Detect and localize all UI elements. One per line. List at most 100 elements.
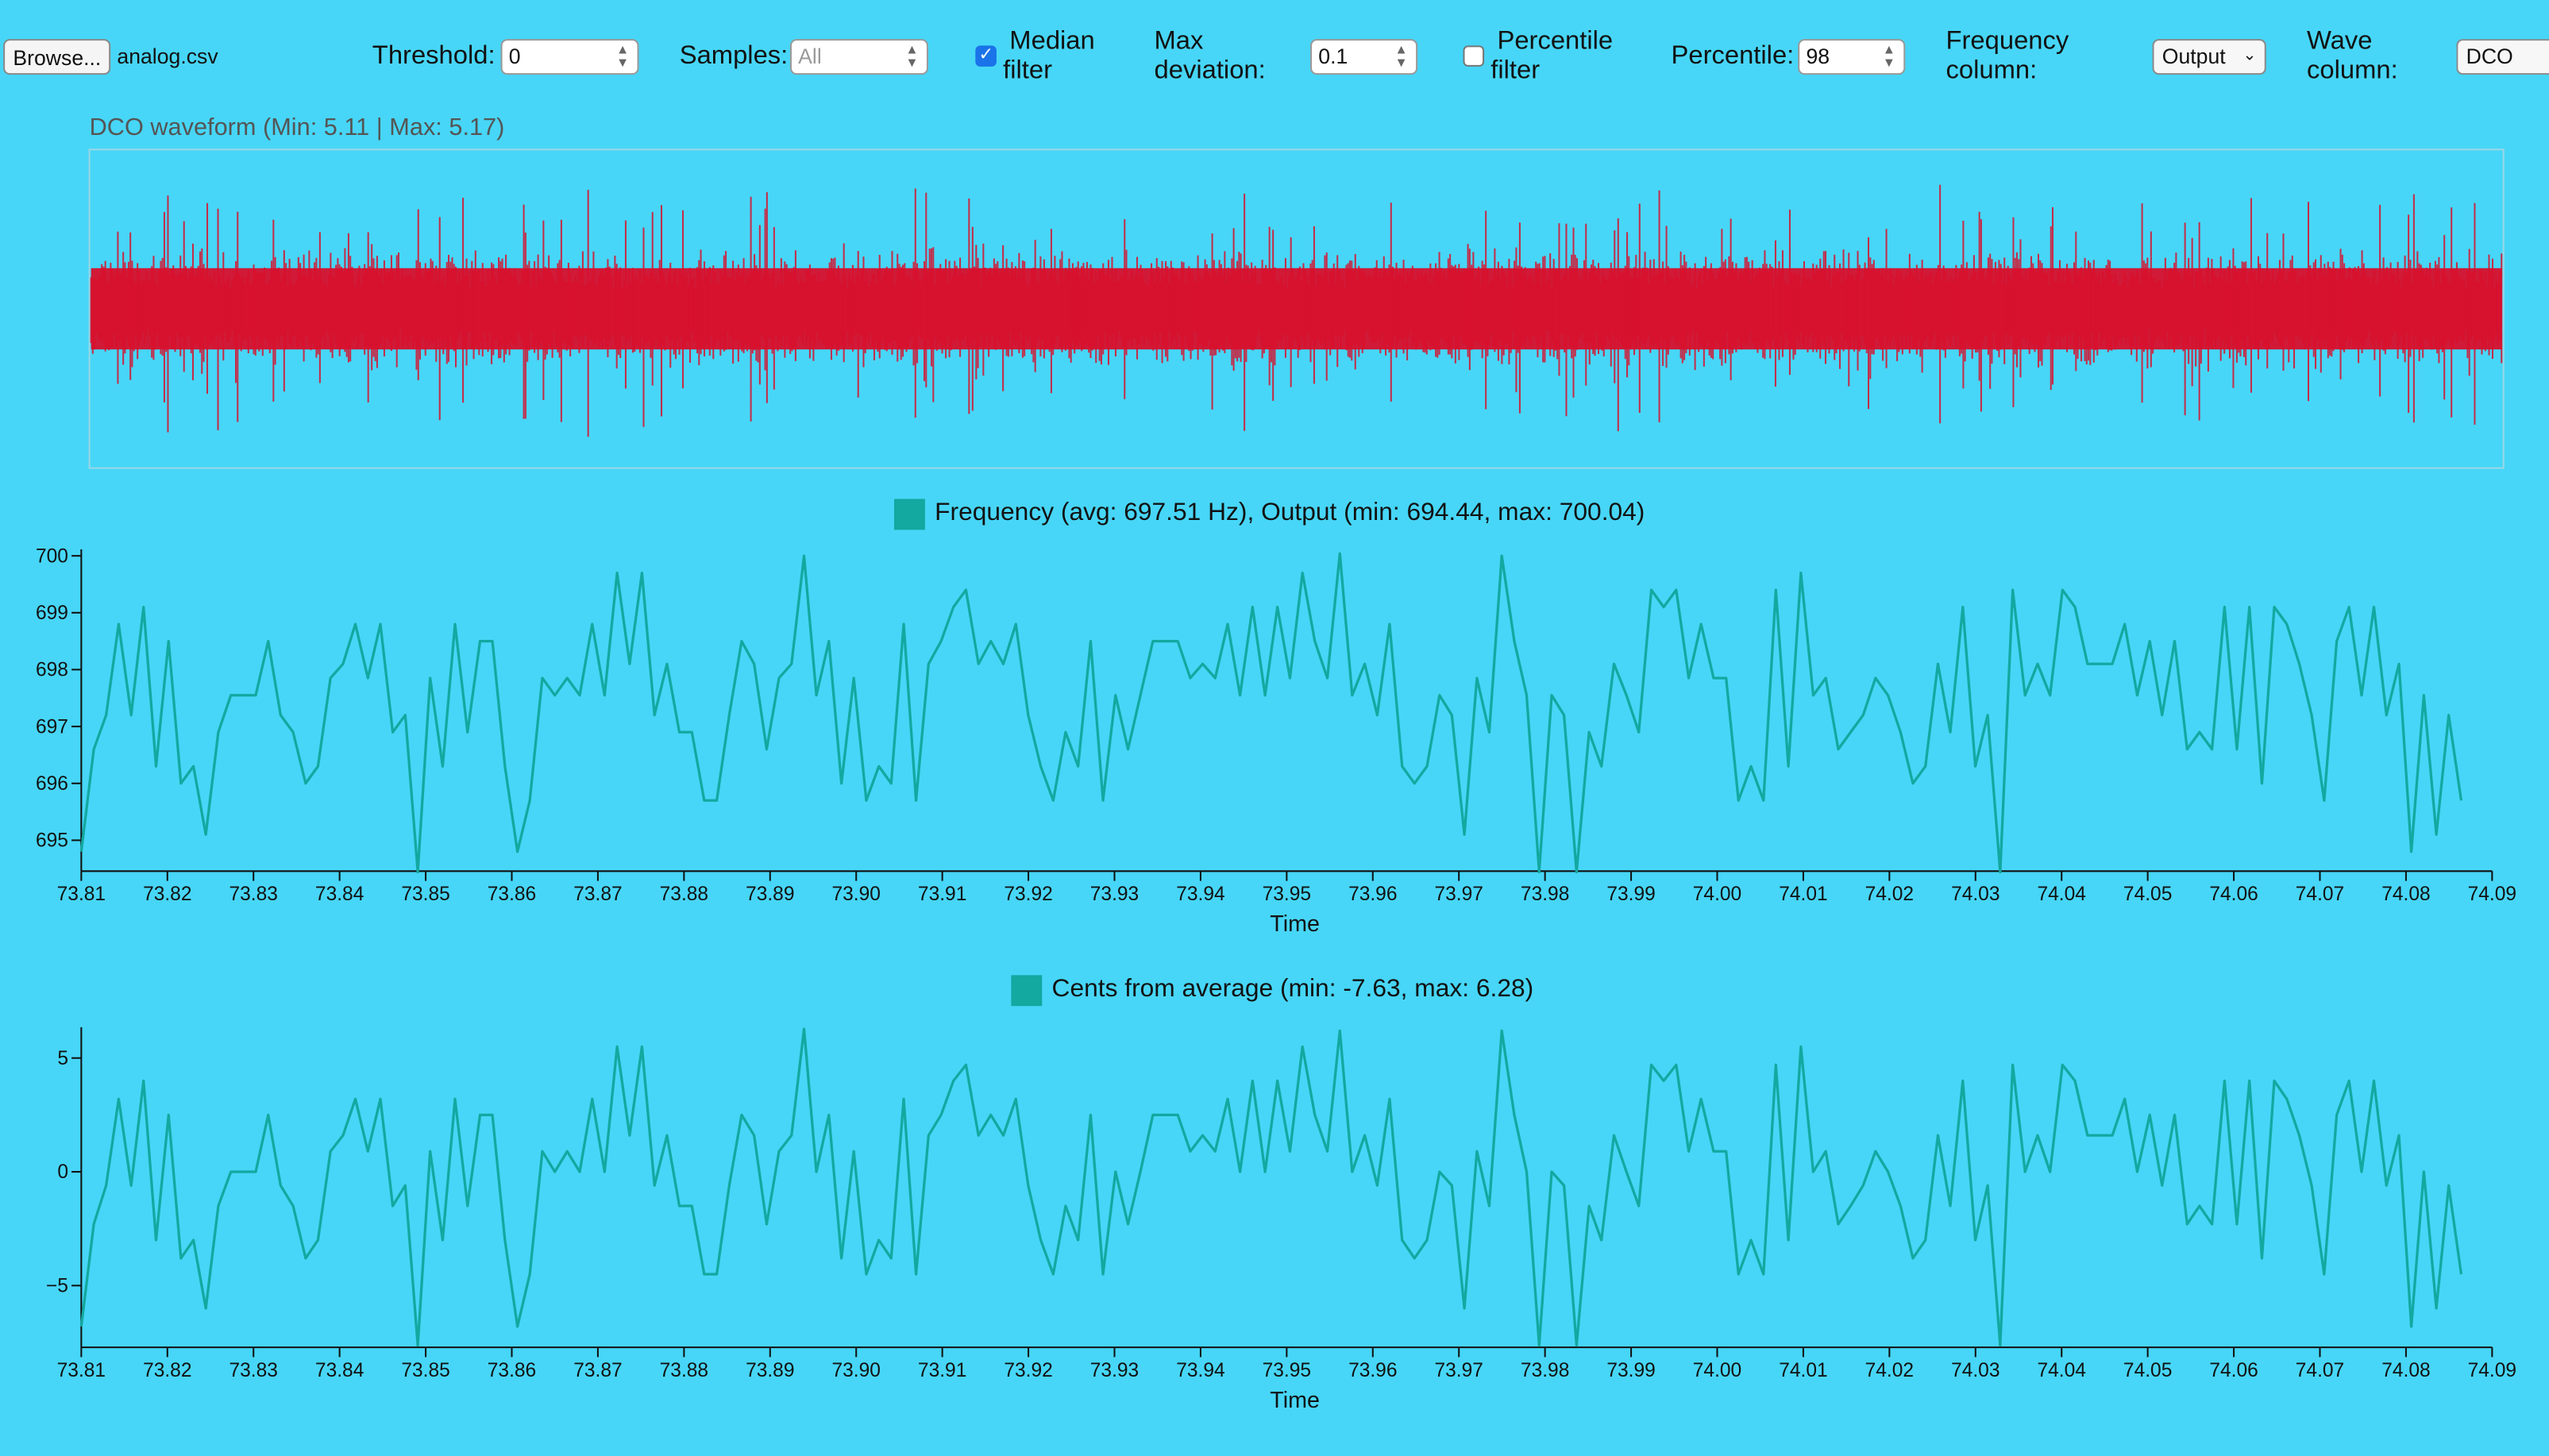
frequency-x-tick-label: 73.82 — [143, 884, 191, 905]
waveform-title: DCO waveform (Min: 5.11 | Max: 5.17) — [89, 114, 505, 142]
cents-x-tick-label: 73.94 — [1176, 1360, 1224, 1381]
max-deviation-value: 0.1 — [1318, 44, 1348, 68]
frequency-y-tick-label: 699 — [36, 603, 68, 624]
frequency-column-select[interactable]: Output ⌄ — [2152, 39, 2266, 75]
threshold-label: Threshold: — [372, 42, 496, 71]
frequency-x-tick-label: 73.91 — [918, 884, 966, 905]
frequency-x-tick-label: 74.04 — [2037, 884, 2085, 905]
cents-x-tick-label: 73.87 — [573, 1360, 622, 1381]
frequency-y-tick-label: 698 — [36, 660, 68, 681]
threshold-value: 0 — [508, 44, 521, 68]
samples-label: Samples: — [679, 42, 789, 71]
frequency-x-tick-label: 73.95 — [1263, 884, 1311, 905]
frequency-x-tick-label: 74.07 — [2296, 884, 2344, 905]
cents-x-tick-label: 73.81 — [57, 1360, 106, 1381]
cents-x-tick-label: 74.05 — [2123, 1360, 2172, 1381]
median-filter-label-2: filter — [1003, 56, 1053, 85]
cents-x-tick-label: 73.97 — [1434, 1360, 1483, 1381]
cents-x-tick-label: 74.04 — [2037, 1360, 2085, 1381]
frequency-x-tick-label: 73.85 — [401, 884, 449, 905]
spinner-arrows-icon[interactable]: ▲ ▼ — [1882, 42, 1895, 71]
wave-column-select[interactable]: DCO — [2456, 39, 2549, 75]
median-filter-label-1: Median — [1009, 27, 1095, 56]
percentile-value: 98 — [1806, 44, 1830, 68]
toolbar: Browse... analog.csv Threshold: 0 ▲ ▼ Sam… — [0, 0, 2549, 114]
cents-x-tick-label: 73.95 — [1263, 1360, 1311, 1381]
percentile-label: Percentile: — [1671, 42, 1795, 71]
frequency-x-tick-label: 73.81 — [57, 884, 106, 905]
cents-x-tick-label: 73.99 — [1606, 1360, 1655, 1381]
frequency-column-value: Output — [2161, 44, 2226, 68]
waveform-frame — [88, 148, 2505, 469]
frequency-x-tick-label: 73.94 — [1176, 884, 1224, 905]
wave-column-label-1: Wave — [2306, 27, 2373, 56]
frequency-y-tick-label: 696 — [36, 773, 68, 795]
cents-x-tick-label: 73.90 — [831, 1360, 880, 1381]
cents-x-tick-label: 73.93 — [1090, 1360, 1139, 1381]
cents-y-tick-label: 0 — [57, 1161, 68, 1183]
cents-x-tick-label: 74.03 — [1951, 1360, 1999, 1381]
cents-x-tick-label: 73.88 — [660, 1360, 708, 1381]
frequency-x-tick-label: 73.99 — [1606, 884, 1655, 905]
percentile-input[interactable]: 98 ▲ ▼ — [1798, 39, 1906, 75]
frequency-x-tick-label: 74.02 — [1865, 884, 1914, 905]
cents-x-tick-label: 73.96 — [1348, 1360, 1397, 1381]
cents-x-tick-label: 74.09 — [2468, 1360, 2516, 1381]
frequency-y-tick-label: 695 — [36, 830, 68, 852]
spinner-arrows-icon[interactable]: ▲ ▼ — [1394, 42, 1408, 71]
cents-legend-text: Cents from average (min: -7.63, max: 6.2… — [1051, 975, 1534, 1003]
frequency-column-label-2: column: — [1945, 56, 2038, 85]
frequency-y-tick-label: 700 — [36, 545, 68, 567]
spinner-arrows-icon[interactable]: ▲ ▼ — [905, 42, 919, 71]
cents-x-tick-label: 74.00 — [1693, 1360, 1741, 1381]
median-filter-checkbox[interactable] — [975, 44, 997, 67]
frequency-x-tick-label: 73.96 — [1348, 884, 1397, 905]
spinner-arrows-icon[interactable]: ▲ ▼ — [615, 42, 630, 71]
frequency-legend-text: Frequency (avg: 697.51 Hz), Output (min:… — [935, 499, 1645, 527]
threshold-input[interactable]: 0 ▲ ▼ — [500, 39, 639, 75]
max-deviation-label-2: deviation: — [1154, 56, 1266, 85]
file-name-label: analog.csv — [117, 44, 218, 68]
frequency-x-tick-label: 74.03 — [1951, 884, 1999, 905]
percentile-filter-checkbox[interactable] — [1463, 45, 1485, 67]
frequency-chart: 73.81 73.82 73.83 73.84 73.85 73.86 73.87 73.88… — [36, 545, 2516, 937]
cents-x-axis-title: Time — [1270, 1388, 1320, 1413]
frequency-legend-swatch — [893, 499, 925, 530]
cents-x-tick-label: 74.06 — [2209, 1360, 2258, 1381]
cents-x-tick-label: 74.08 — [2381, 1360, 2430, 1381]
cents-x-tick-label: 73.86 — [488, 1360, 536, 1381]
frequency-x-tick-label: 74.06 — [2209, 884, 2258, 905]
percentile-filter-label-2: filter — [1490, 56, 1541, 85]
percentile-filter-label-1: Percentile — [1497, 27, 1614, 56]
frequency-x-axis-title: Time — [1270, 911, 1320, 937]
cents-x-tick-label: 73.92 — [1004, 1360, 1052, 1381]
frequency-column-label-1: Frequency — [1945, 27, 2069, 56]
cents-legend-swatch — [1011, 975, 1043, 1007]
frequency-series-line — [79, 552, 2463, 874]
frequency-x-tick-label: 73.90 — [831, 884, 880, 905]
frequency-x-tick-label: 73.84 — [315, 884, 364, 905]
frequency-x-tick-label: 73.92 — [1004, 884, 1052, 905]
cents-x-tick-label: 73.82 — [143, 1360, 191, 1381]
frequency-x-tick-label: 74.05 — [2123, 884, 2172, 905]
cents-y-tick-label: 5 — [57, 1048, 68, 1069]
max-deviation-input[interactable]: 0.1 ▲ ▼ — [1310, 39, 1418, 75]
frequency-x-tick-label: 73.88 — [660, 884, 708, 905]
browse-button[interactable]: Browse... — [3, 39, 111, 75]
frequency-x-tick-label: 73.98 — [1521, 884, 1569, 905]
frequency-x-tick-label: 73.93 — [1090, 884, 1139, 905]
wave-column-value: DCO — [2466, 44, 2513, 68]
frequency-x-tick-label: 73.89 — [746, 884, 794, 905]
cents-x-tick-label: 74.01 — [1779, 1360, 1827, 1381]
cents-x-tick-label: 73.83 — [229, 1360, 277, 1381]
cents-chart: 73.81 73.82 73.83 73.84 73.85 73.86 73.87 73.88… — [46, 1027, 2516, 1413]
chevron-down-icon: ⌄ — [2242, 47, 2257, 65]
samples-input[interactable]: All ▲ ▼ — [789, 39, 928, 75]
frequency-x-tick-label: 73.97 — [1434, 884, 1483, 905]
cents-x-tick-label: 73.85 — [401, 1360, 449, 1381]
frequency-x-tick-label: 73.87 — [573, 884, 622, 905]
waveform-trace — [90, 184, 2503, 437]
waveform-band — [91, 268, 2502, 350]
